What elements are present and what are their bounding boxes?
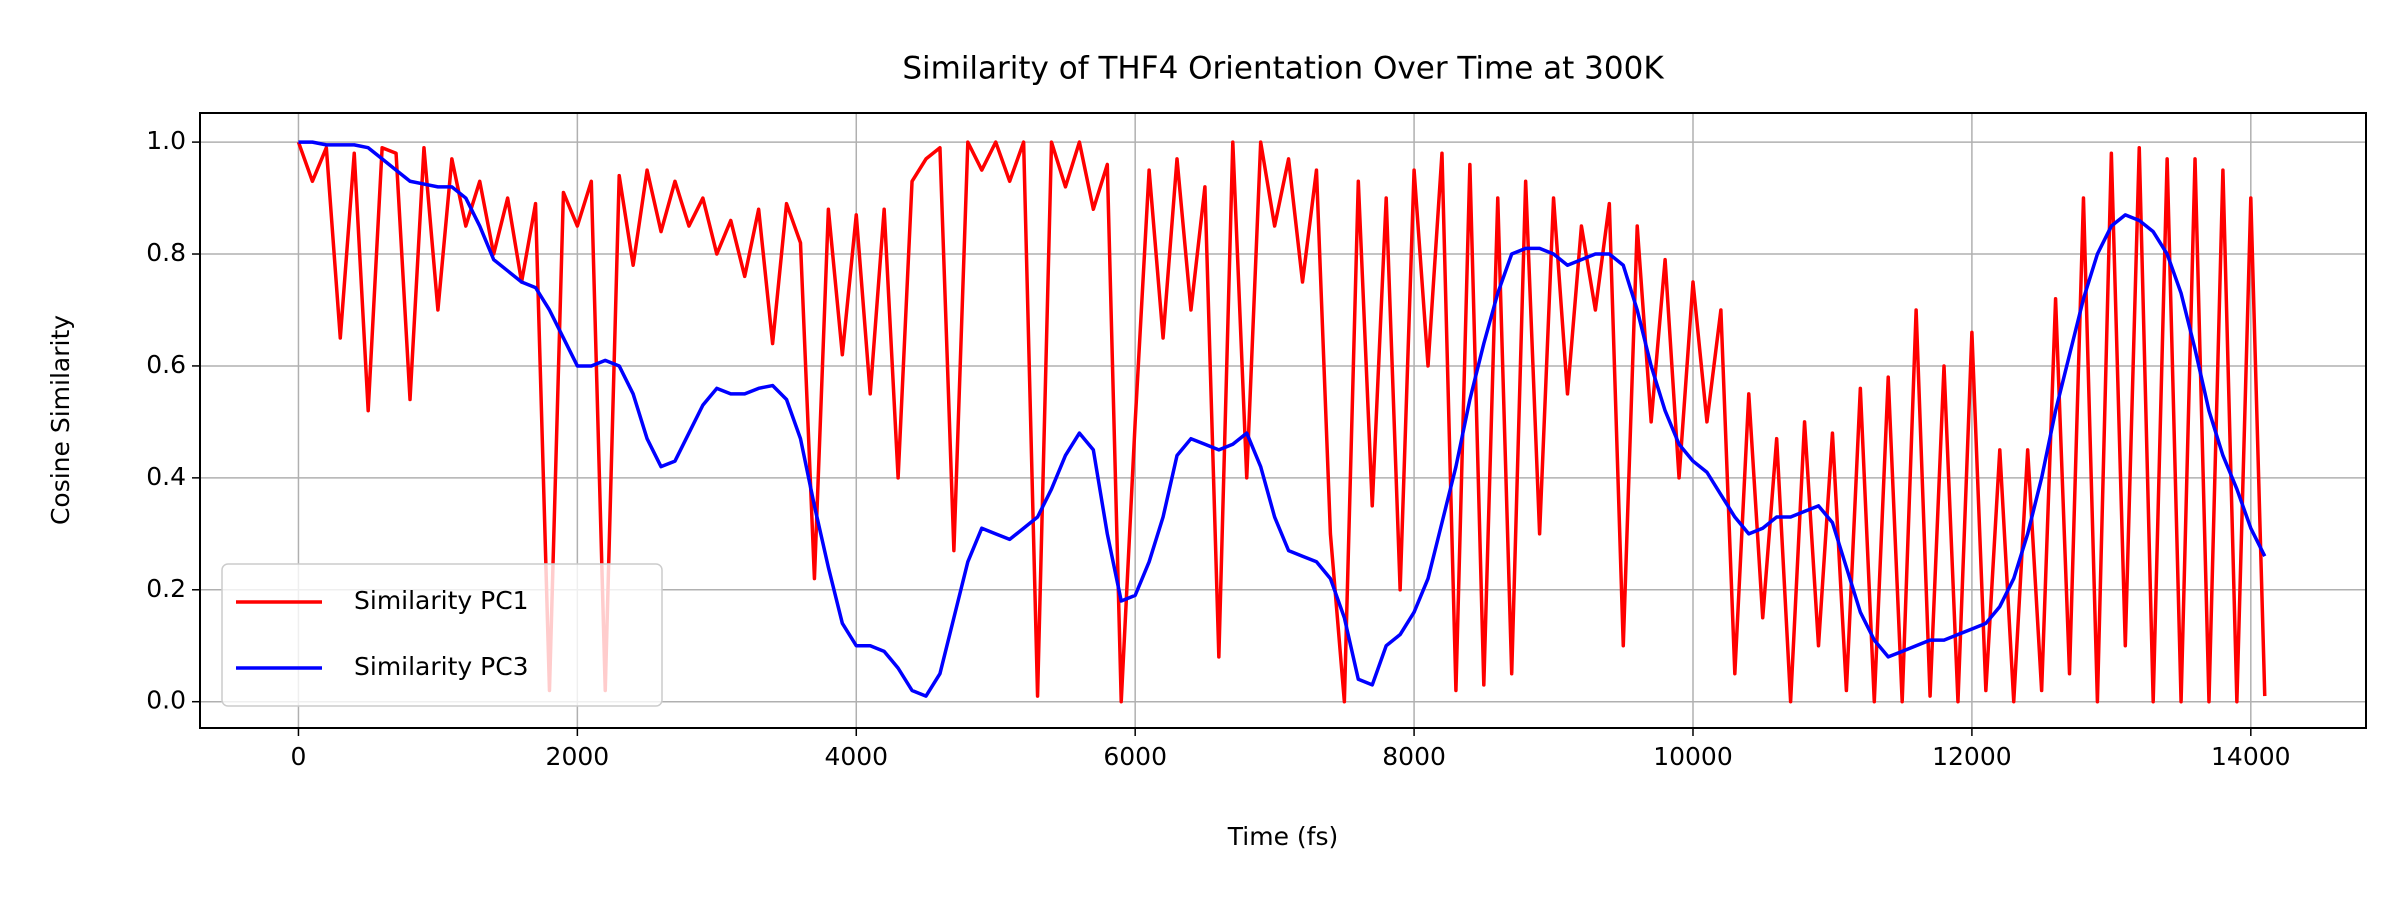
x-tick-label: 12000 <box>1932 742 2012 771</box>
x-tick-label: 8000 <box>1382 742 1446 771</box>
y-axis-label: Cosine Similarity <box>46 315 75 525</box>
y-tick-label: 1.0 <box>146 126 186 155</box>
x-tick-label: 2000 <box>546 742 610 771</box>
plot-frame <box>199 112 2367 729</box>
y-tick-label: 0.6 <box>146 350 186 379</box>
y-tick-label: 0.4 <box>146 462 186 491</box>
series-line <box>298 140 2267 698</box>
legend-box <box>221 563 663 707</box>
x-tick-label: 10000 <box>1653 742 1733 771</box>
x-tick-label: 14000 <box>2211 742 2291 771</box>
y-tick-label: 0.0 <box>146 686 186 715</box>
x-tick-label: 6000 <box>1103 742 1167 771</box>
x-axis-label: Time (fs) <box>1227 822 1338 851</box>
y-tick-label: 0.2 <box>146 574 186 603</box>
series-line <box>296 140 2267 704</box>
legend-label: Similarity PC3 <box>354 652 529 681</box>
y-tick-label: 0.8 <box>146 238 186 267</box>
x-tick-label: 0 <box>291 742 307 771</box>
chart-title: Similarity of THF4 Orientation Over Time… <box>902 51 1664 87</box>
x-tick-label: 4000 <box>824 742 888 771</box>
legend-label: Similarity PC1 <box>354 586 529 615</box>
